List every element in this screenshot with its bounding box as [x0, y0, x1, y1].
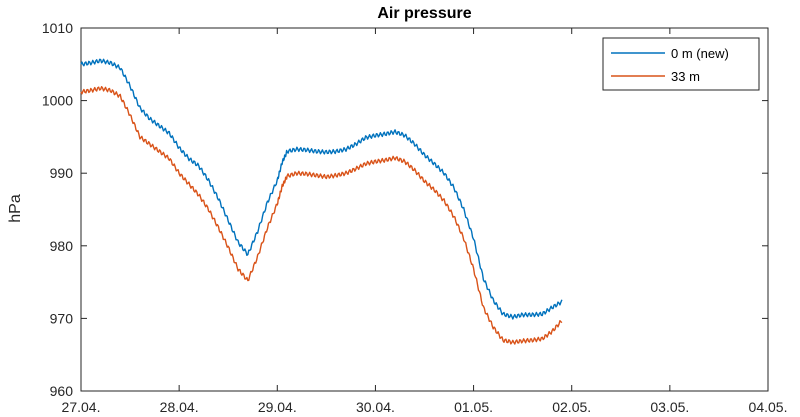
y-tick-label: 1000	[42, 93, 73, 109]
legend-box	[602, 37, 760, 91]
legend-label-33-m: 33 m	[671, 69, 700, 84]
y-axis-label: hPa	[7, 194, 24, 223]
y-axis: 960 970 980 990 1000 1010	[42, 20, 768, 399]
legend: 0 m (new) 33 m	[602, 37, 760, 91]
x-tick-label: 28.04.	[160, 399, 199, 415]
x-tick-label: 30.04.	[356, 399, 395, 415]
legend-label-0-m-new: 0 m (new)	[671, 46, 729, 61]
x-axis: 27.04. 28.04. 29.04. 30.04. 01.05. 02.05. 03.0…	[62, 28, 788, 415]
x-tick-label: 01.05.	[454, 399, 493, 415]
y-tick-label: 960	[50, 383, 74, 399]
chart-title: Air pressure	[377, 5, 471, 22]
y-tick-label: 970	[50, 310, 74, 326]
series-line-33-m	[80, 85, 563, 345]
series-line-0-m-new	[80, 58, 563, 320]
x-tick-label: 03.05.	[650, 399, 689, 415]
x-tick-label: 02.05.	[552, 399, 591, 415]
y-tick-label: 1010	[42, 20, 73, 36]
y-tick-label: 980	[50, 238, 74, 254]
y-tick-label: 990	[50, 165, 74, 181]
series-layer	[80, 58, 563, 345]
x-tick-label: 27.04.	[62, 399, 101, 415]
x-tick-label: 29.04.	[258, 399, 297, 415]
x-tick-label: 04.05.	[749, 399, 788, 415]
